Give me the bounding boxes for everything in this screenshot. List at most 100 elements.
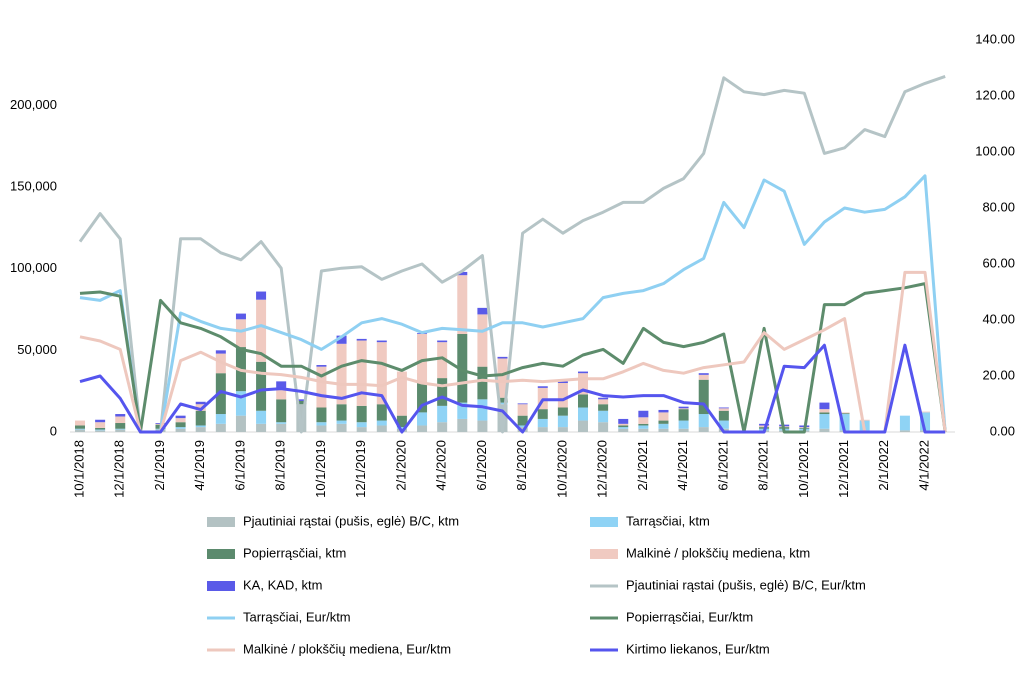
y2-tick-label: 120.00 <box>975 87 1015 102</box>
bar <box>396 427 407 429</box>
bar <box>195 401 206 405</box>
bar <box>376 425 387 432</box>
bar <box>598 397 609 400</box>
bar <box>517 404 528 416</box>
bar <box>336 420 347 424</box>
x-tick-label: 10/1/2019 <box>313 440 328 498</box>
bar <box>638 428 649 432</box>
legend-label: Tarrąsčiai, Eur/ktm <box>243 609 351 624</box>
x-tick-label: 6/1/2020 <box>474 440 489 491</box>
bar <box>95 427 106 430</box>
y2-tick-label: 80.00 <box>982 199 1015 214</box>
bar <box>759 425 770 428</box>
bar <box>356 427 367 432</box>
bar <box>578 420 588 432</box>
x-tick-label: 10/1/2020 <box>554 440 569 498</box>
bar <box>557 427 568 432</box>
bar <box>396 371 407 416</box>
bar <box>316 425 327 432</box>
bar <box>75 429 85 432</box>
bar <box>437 340 448 343</box>
bar <box>235 391 246 416</box>
bar <box>95 419 106 423</box>
x-tick-label: 6/1/2019 <box>232 440 247 491</box>
y-tick-label: 0 <box>50 423 57 438</box>
bar <box>497 356 508 359</box>
bar <box>698 373 709 375</box>
legend-label: Popierrąsčiai, Eur/ktm <box>626 609 753 624</box>
bar <box>376 420 387 426</box>
bar <box>396 415 407 428</box>
x-tick-label: 12/1/2019 <box>353 440 368 498</box>
bar <box>678 420 689 429</box>
bar <box>95 430 106 432</box>
x-tick-label: 2/1/2020 <box>393 440 408 491</box>
bar <box>417 334 428 383</box>
x-tick-label: 8/1/2021 <box>756 440 771 491</box>
bar <box>235 313 246 320</box>
bar <box>376 404 387 421</box>
legend-label: Pjautiniai rąstai (pušis, eglė) B/C, ktm <box>243 513 459 528</box>
bar <box>920 411 931 413</box>
legend-label: Popierrąsčiai, ktm <box>243 545 346 560</box>
bar <box>437 405 448 423</box>
bar <box>336 423 347 432</box>
x-tick-label: 10/1/2018 <box>71 440 86 498</box>
line <box>79 343 946 434</box>
bar <box>95 422 106 428</box>
bar <box>618 425 629 428</box>
bar <box>598 399 609 405</box>
bar <box>618 418 629 424</box>
bar <box>336 404 347 421</box>
bar <box>256 291 267 300</box>
bar <box>376 340 387 343</box>
bar <box>296 400 307 405</box>
bar <box>457 418 468 432</box>
legend-label: Malkinė / plokščių mediena, Eur/ktm <box>243 641 451 656</box>
bar <box>658 423 669 429</box>
bar <box>819 428 830 432</box>
bar <box>276 399 287 423</box>
bar <box>578 373 588 395</box>
bar <box>376 342 387 405</box>
y2-tick-label: 100.00 <box>975 143 1015 158</box>
bar <box>718 408 729 411</box>
x-tick-label: 12/1/2018 <box>112 440 127 498</box>
bar <box>578 407 588 421</box>
bar <box>819 402 830 410</box>
bar <box>598 404 609 411</box>
bar <box>658 409 669 413</box>
bar <box>336 335 347 344</box>
bar <box>477 307 488 315</box>
y2-tick-label: 40.00 <box>982 311 1015 326</box>
x-tick-label: 4/1/2020 <box>434 440 449 491</box>
legend-swatch <box>207 517 235 527</box>
legend-swatch <box>207 549 235 559</box>
bar <box>356 340 367 406</box>
bar <box>316 407 327 423</box>
legend-swatch <box>590 549 618 559</box>
bar <box>698 379 709 415</box>
y2-tick-label: 60.00 <box>982 255 1015 270</box>
bar <box>537 418 548 428</box>
bar <box>115 429 126 432</box>
bar <box>557 415 568 428</box>
bar <box>437 422 448 432</box>
bar <box>195 410 206 426</box>
bar <box>215 414 226 424</box>
bar <box>497 402 508 405</box>
bar <box>175 427 186 429</box>
bar <box>336 343 347 405</box>
bar <box>356 422 367 428</box>
bar <box>195 404 206 411</box>
bar <box>899 415 910 431</box>
y-tick-label: 200,000 <box>10 97 57 112</box>
bar <box>437 342 448 379</box>
bar <box>457 334 468 403</box>
bar <box>497 358 508 398</box>
bar <box>537 386 548 388</box>
bar <box>477 314 488 367</box>
bar <box>215 373 226 415</box>
bar <box>658 412 669 421</box>
